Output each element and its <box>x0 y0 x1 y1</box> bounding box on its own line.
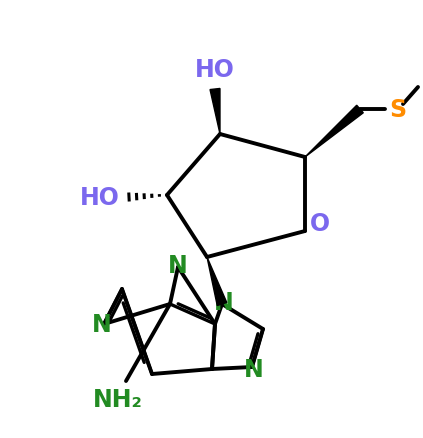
Text: N: N <box>92 312 112 336</box>
Text: HO: HO <box>80 186 120 209</box>
Text: S: S <box>390 98 407 122</box>
Polygon shape <box>210 89 220 135</box>
Text: N: N <box>168 254 188 277</box>
Polygon shape <box>207 258 227 306</box>
Text: O: O <box>310 212 330 236</box>
Polygon shape <box>305 106 363 158</box>
Text: N: N <box>244 357 264 381</box>
Text: HO: HO <box>195 58 235 82</box>
Text: N: N <box>214 290 234 314</box>
Text: NH₂: NH₂ <box>93 387 143 411</box>
